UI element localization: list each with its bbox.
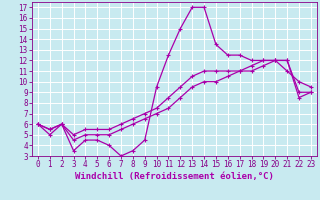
X-axis label: Windchill (Refroidissement éolien,°C): Windchill (Refroidissement éolien,°C): [75, 172, 274, 181]
